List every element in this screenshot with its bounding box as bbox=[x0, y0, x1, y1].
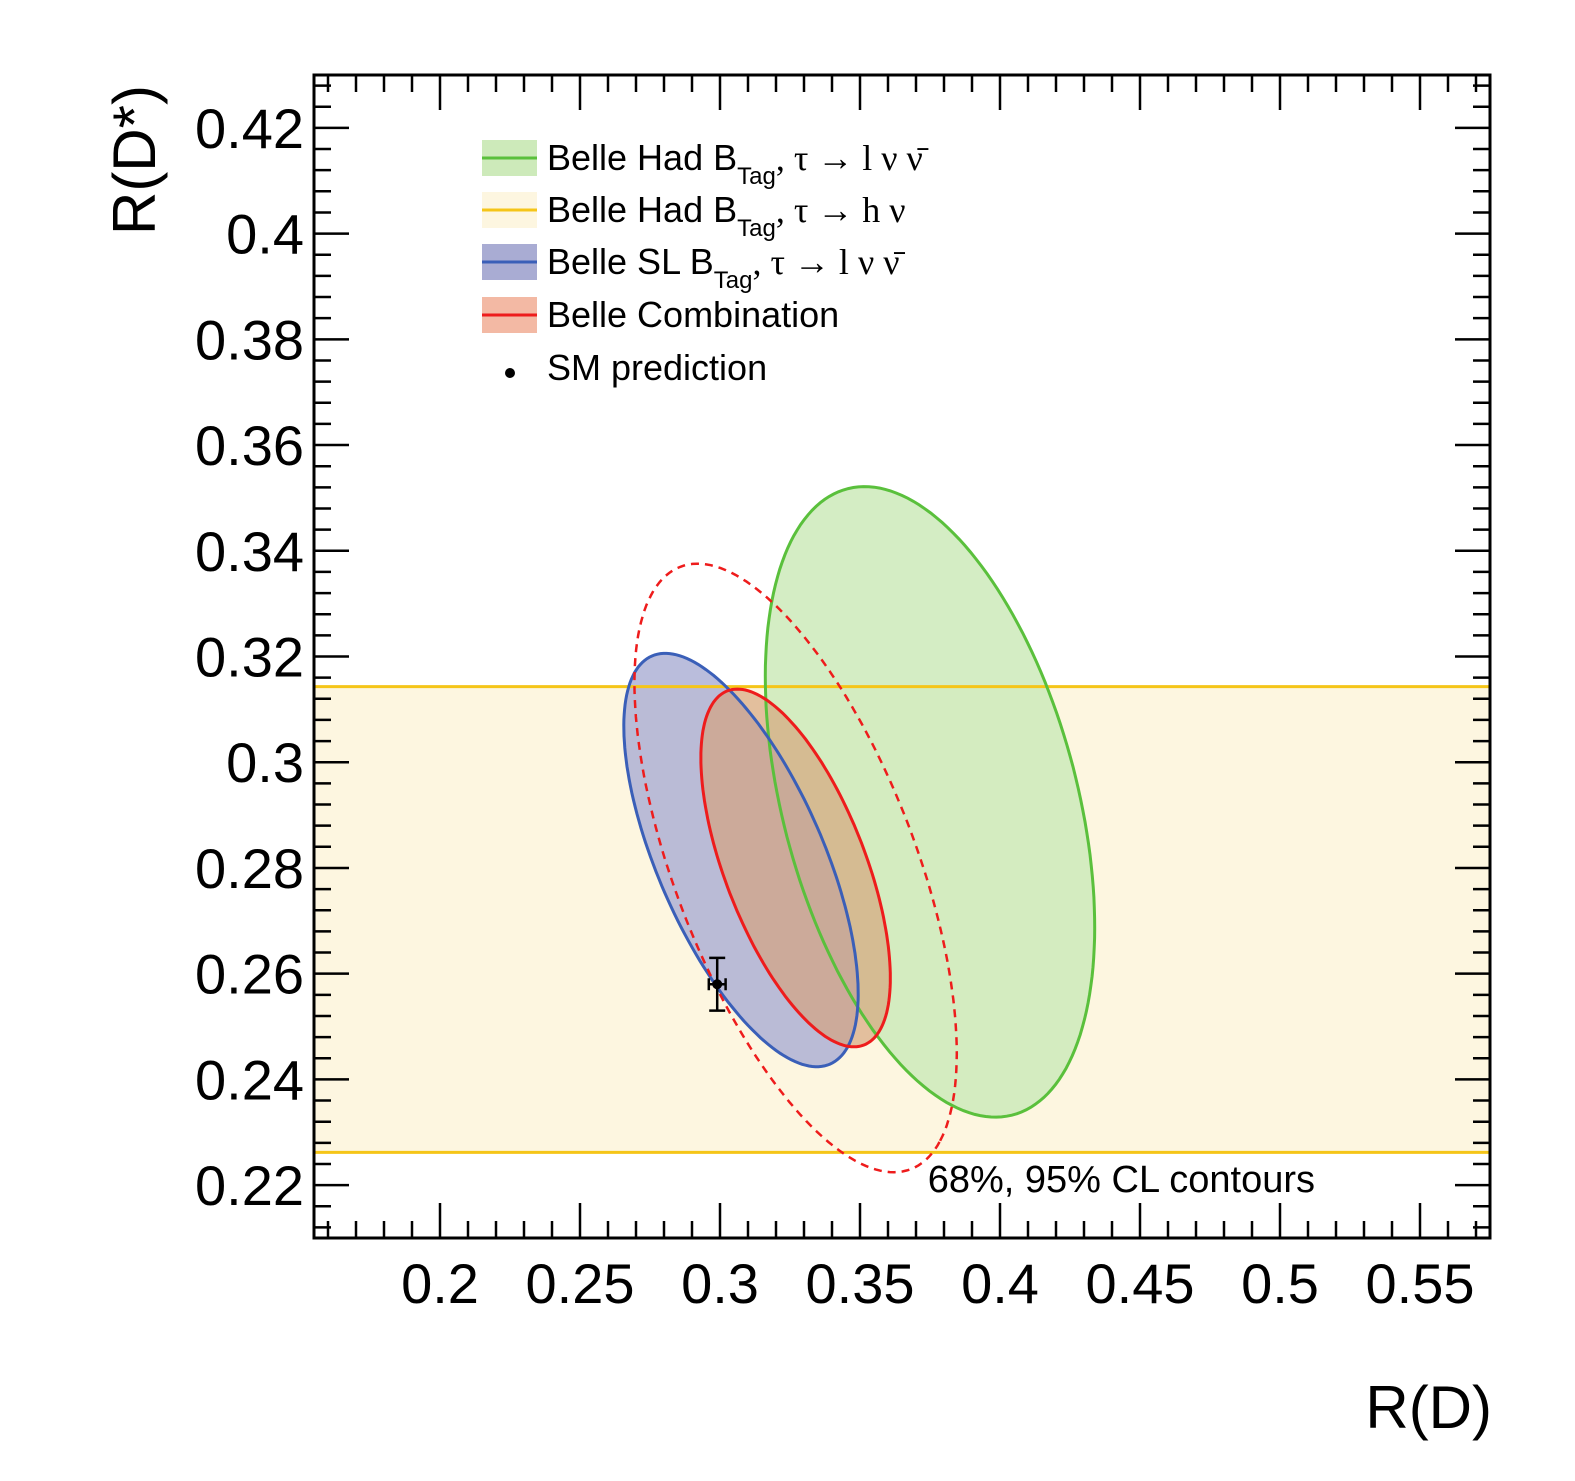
y-tick-label: 0.24 bbox=[195, 1048, 304, 1111]
legend-label: Belle Had BTag, τ → l ν ν̄ bbox=[547, 137, 929, 190]
legend-entry: Belle Had BTag, τ → l ν ν̄ bbox=[482, 137, 929, 190]
line-layer bbox=[314, 485, 1490, 1174]
had-lep-contour-line bbox=[763, 485, 1097, 1119]
x-tick-label: 0.2 bbox=[401, 1252, 479, 1315]
cl-contours-note: 68%, 95% CL contours bbox=[928, 1159, 1315, 1201]
legend-entry: Belle Combination bbox=[482, 294, 839, 335]
legend-entry: Belle Had BTag, τ → h ν bbox=[482, 189, 906, 242]
sm-marker bbox=[712, 979, 723, 990]
y-tick-label: 0.3 bbox=[226, 731, 304, 794]
combination-68-contour-line bbox=[699, 687, 892, 1049]
x-tick-label: 0.55 bbox=[1366, 1252, 1475, 1315]
y-tick-label: 0.28 bbox=[195, 837, 304, 900]
x-tick-label: 0.5 bbox=[1241, 1252, 1319, 1315]
sl-contour-line bbox=[622, 651, 860, 1069]
sm-prediction-point bbox=[707, 956, 727, 1012]
x-tick-label: 0.25 bbox=[526, 1252, 635, 1315]
legend-entry: Belle SL BTag, τ → l ν ν̄ bbox=[482, 241, 905, 294]
y-axis-title: R(D*) bbox=[101, 85, 168, 235]
x-tick-label: 0.35 bbox=[806, 1252, 915, 1315]
x-axis-title: R(D) bbox=[1365, 1374, 1492, 1441]
legend-label: SM prediction bbox=[547, 347, 767, 388]
combination-95-contour-line bbox=[633, 562, 959, 1174]
y-tick-label: 0.34 bbox=[195, 520, 304, 583]
x-tick-label: 0.3 bbox=[681, 1252, 759, 1315]
y-tick-label: 0.22 bbox=[195, 1154, 304, 1217]
tick-layer bbox=[314, 75, 1490, 1238]
y-tick-label: 0.38 bbox=[195, 308, 304, 371]
legend-entry: SM prediction bbox=[505, 347, 767, 388]
x-tick-label: 0.45 bbox=[1086, 1252, 1195, 1315]
y-tick-label: 0.32 bbox=[195, 626, 304, 689]
x-tick-label: 0.4 bbox=[961, 1252, 1039, 1315]
y-tick-label: 0.42 bbox=[195, 97, 304, 160]
y-tick-label: 0.4 bbox=[226, 203, 304, 266]
legend: Belle Had BTag, τ → l ν ν̄Belle Had BTag… bbox=[482, 137, 929, 388]
legend-marker bbox=[505, 368, 515, 378]
tick-label-layer: 0.2 0.25 0.3 0.35 0.4 0.45 0.5 0.55 0.22 0.24 0.26… bbox=[195, 97, 1475, 1315]
y-tick-label: 0.26 bbox=[195, 943, 304, 1006]
y-tick-label: 0.36 bbox=[195, 414, 304, 477]
legend-label: Belle Combination bbox=[547, 294, 839, 335]
legend-label: Belle SL BTag, τ → l ν ν̄ bbox=[547, 241, 905, 294]
legend-label: Belle Had BTag, τ → h ν bbox=[547, 189, 906, 242]
fill-layer bbox=[314, 486, 1490, 1153]
